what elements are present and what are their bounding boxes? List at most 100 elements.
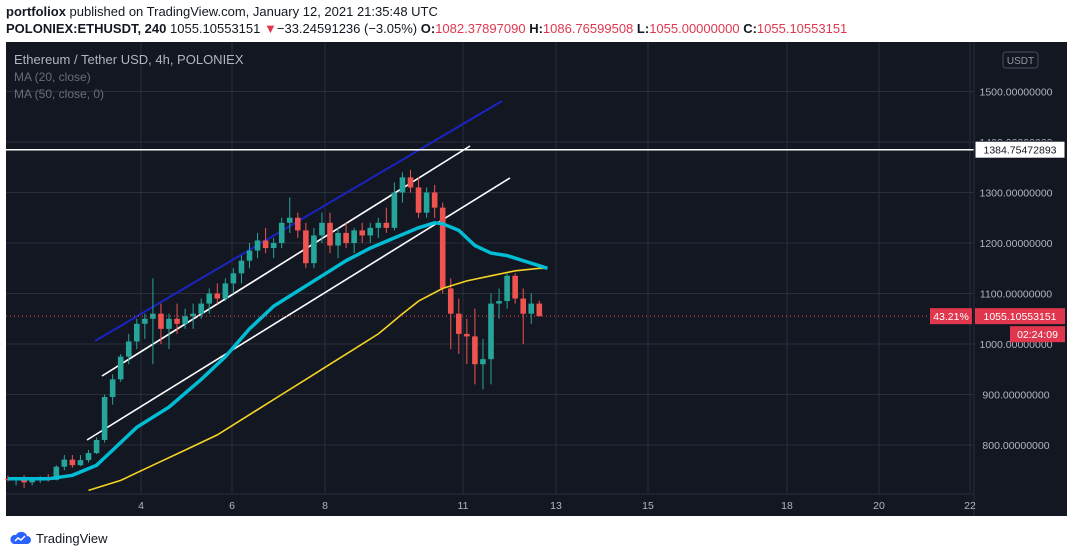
candle-body bbox=[158, 313, 164, 329]
candle-body bbox=[5, 478, 11, 480]
open-label: O: bbox=[420, 21, 436, 36]
candle-body bbox=[117, 356, 124, 380]
candle-body bbox=[295, 217, 301, 231]
candle-body bbox=[270, 243, 277, 249]
candle-body bbox=[142, 318, 148, 324]
candle-body bbox=[311, 235, 317, 264]
candle-body bbox=[431, 192, 438, 208]
ticker-line: POLONIEX:ETHUSDT, 240 1055.10553151 ▼−33… bbox=[6, 21, 847, 36]
candle-body bbox=[77, 460, 84, 466]
ma50-line[interactable] bbox=[88, 267, 548, 492]
cloud-icon bbox=[10, 531, 31, 544]
candle-body bbox=[69, 459, 76, 466]
candle-body bbox=[415, 187, 422, 213]
time-axis-ticks: 4 6 8 11 13 15 18 20 22 bbox=[138, 500, 976, 512]
candle-body bbox=[230, 273, 237, 284]
candle-body bbox=[528, 303, 535, 314]
candle-body bbox=[53, 466, 60, 480]
high-value: 1086.76599508 bbox=[542, 21, 634, 36]
candle-body bbox=[190, 313, 196, 317]
candle-body bbox=[367, 227, 374, 236]
candle-body bbox=[278, 222, 285, 243]
candle-body bbox=[182, 316, 188, 324]
candle-body bbox=[472, 336, 478, 365]
candle-body bbox=[496, 301, 502, 304]
price-tick-label: 1100.00000000 bbox=[980, 289, 1052, 301]
last-price-label: 1055.10553151 bbox=[984, 311, 1057, 323]
close-value: 1055.10553151 bbox=[756, 21, 848, 36]
candle-body bbox=[85, 453, 92, 461]
candle-body bbox=[351, 230, 357, 243]
candle-body bbox=[391, 192, 398, 228]
candle-body bbox=[456, 313, 462, 334]
candle-body bbox=[423, 192, 430, 213]
ticker-change: −33.24591236 (−3.05%) bbox=[276, 21, 418, 36]
candle-body bbox=[166, 318, 172, 329]
tradingview-logo[interactable]: TradingView bbox=[8, 528, 108, 548]
low-value: 1055.00000000 bbox=[649, 21, 740, 36]
candle-body bbox=[335, 232, 341, 246]
candle-body bbox=[447, 288, 454, 314]
candle-body bbox=[327, 222, 333, 246]
currency-badge[interactable] bbox=[1002, 51, 1039, 69]
publisher-name[interactable]: portfoliox bbox=[6, 4, 66, 19]
candle-body bbox=[439, 207, 446, 289]
candle-body bbox=[214, 293, 221, 299]
candles bbox=[5, 169, 543, 488]
legend-ma20[interactable]: MA (20, close) bbox=[14, 70, 91, 84]
ticker-symbol: POLONIEX:ETHUSDT, 240 bbox=[6, 21, 167, 36]
candle-body bbox=[198, 303, 204, 314]
percent-label: 43.21% bbox=[933, 311, 969, 323]
countdown-label: 02:24:09 bbox=[1017, 329, 1058, 341]
hline-price-label: 1384.75472893 bbox=[984, 145, 1057, 157]
candle-body bbox=[61, 459, 68, 467]
candle-body bbox=[238, 260, 245, 274]
candle-body bbox=[125, 341, 132, 357]
candle-body bbox=[407, 177, 414, 188]
low-label: L: bbox=[636, 21, 650, 36]
candle-body bbox=[286, 217, 293, 223]
time-tick-label: 22 bbox=[964, 500, 976, 512]
price-tick-label: 1300.00000000 bbox=[980, 188, 1053, 200]
currency-badge-label: USDT bbox=[1007, 56, 1034, 67]
time-tick-label: 13 bbox=[550, 500, 562, 512]
price-chart[interactable]: 1500.000000001400.000000001300.000000001… bbox=[0, 42, 1073, 522]
legend-title[interactable]: Ethereum / Tether USD, 4h, POLONIEX bbox=[14, 52, 244, 67]
candle-body bbox=[488, 303, 494, 360]
candle-body bbox=[254, 240, 261, 251]
candle-body bbox=[109, 379, 116, 398]
candle-body bbox=[101, 397, 108, 440]
price-tick-label: 1500.00000000 bbox=[980, 87, 1053, 99]
hline-price-tag: 1384.75472893 bbox=[974, 140, 1066, 159]
candle-body bbox=[383, 222, 390, 228]
candle-body bbox=[512, 275, 518, 299]
candle-body bbox=[150, 313, 156, 319]
price-axis[interactable] bbox=[974, 42, 1067, 516]
publish-line: portfoliox published on TradingView.com,… bbox=[6, 4, 438, 19]
candle-body bbox=[399, 177, 406, 193]
ticker-price: 1055.10553151 bbox=[170, 21, 261, 36]
candle-body bbox=[520, 298, 526, 314]
candle-body bbox=[246, 250, 253, 261]
candle-body bbox=[504, 275, 510, 302]
last-price-tag: 43.21% 1055.10553151 02:24:09 bbox=[930, 308, 1065, 343]
legend-ma50[interactable]: MA (50, close, 0) bbox=[14, 87, 104, 101]
close-label: C: bbox=[743, 21, 757, 36]
time-tick-label: 8 bbox=[322, 500, 328, 512]
price-tick-label: 800.00000000 bbox=[982, 440, 1049, 452]
candle-body bbox=[343, 232, 349, 243]
candle-body bbox=[464, 333, 470, 337]
time-tick-label: 20 bbox=[873, 500, 885, 512]
candle-body bbox=[359, 230, 365, 236]
tradingview-wordmark: TradingView bbox=[36, 530, 108, 546]
candle-body bbox=[93, 439, 100, 454]
time-tick-label: 11 bbox=[458, 500, 469, 512]
ma20-line[interactable] bbox=[8, 221, 548, 481]
candle-body bbox=[319, 222, 325, 236]
candle-body bbox=[375, 222, 382, 228]
candle-body bbox=[262, 240, 269, 249]
open-value: 1082.37897090 bbox=[435, 21, 526, 36]
time-tick-label: 15 bbox=[642, 500, 654, 512]
candle-body bbox=[206, 293, 213, 304]
candle-body bbox=[29, 479, 35, 483]
